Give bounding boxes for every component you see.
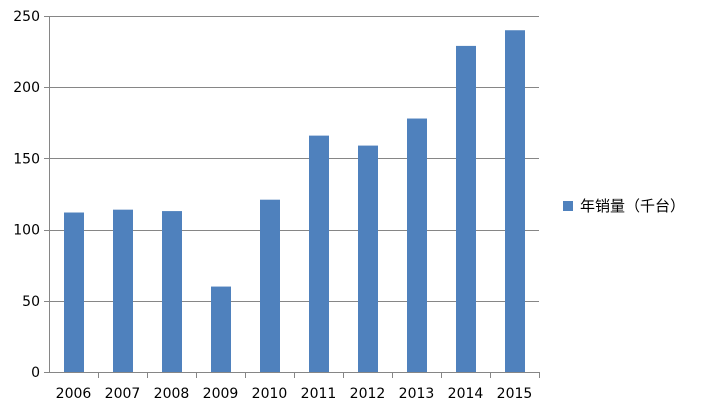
- bar-2010: [260, 199, 280, 372]
- y-tick-label: 200: [13, 80, 40, 96]
- x-tick-label: 2013: [399, 386, 435, 402]
- bar-2015: [505, 30, 525, 373]
- bar-2013: [407, 118, 427, 372]
- x-tick-label: 2009: [203, 386, 239, 402]
- bars: [64, 30, 525, 373]
- x-tick-label: 2007: [105, 386, 141, 402]
- x-tick-label: 2015: [497, 386, 533, 402]
- y-tick-label: 100: [13, 223, 40, 239]
- x-tick-labels: 2006 2007 2008 2009 2010 2011 2012 2013 2014 2015: [56, 386, 533, 402]
- y-tick-label: 50: [22, 294, 40, 310]
- legend-label: 年销量（千台）: [580, 197, 685, 215]
- legend: 年销量（千台）: [563, 197, 685, 215]
- bar-2009: [211, 286, 231, 372]
- bar-2014: [456, 45, 476, 373]
- x-tick-label: 2012: [350, 386, 386, 402]
- bar-2012: [358, 145, 378, 372]
- x-tick-label: 2011: [301, 386, 337, 402]
- x-tick-label: 2006: [56, 386, 92, 402]
- bar-2011: [309, 135, 329, 372]
- x-tick-label: 2014: [448, 386, 484, 402]
- y-tick-label: 250: [13, 9, 40, 25]
- y-tick-label: 150: [13, 151, 40, 167]
- bar-2008: [162, 211, 182, 372]
- x-tick-label: 2008: [154, 386, 190, 402]
- y-tick-labels: 0 50 100 150 200 250: [13, 9, 40, 381]
- bar-2006: [64, 212, 84, 372]
- axes: [44, 16, 540, 378]
- y-tick-label: 0: [31, 365, 40, 381]
- bar-2007: [113, 209, 133, 372]
- legend-swatch: [563, 201, 573, 211]
- x-tick-label: 2010: [252, 386, 288, 402]
